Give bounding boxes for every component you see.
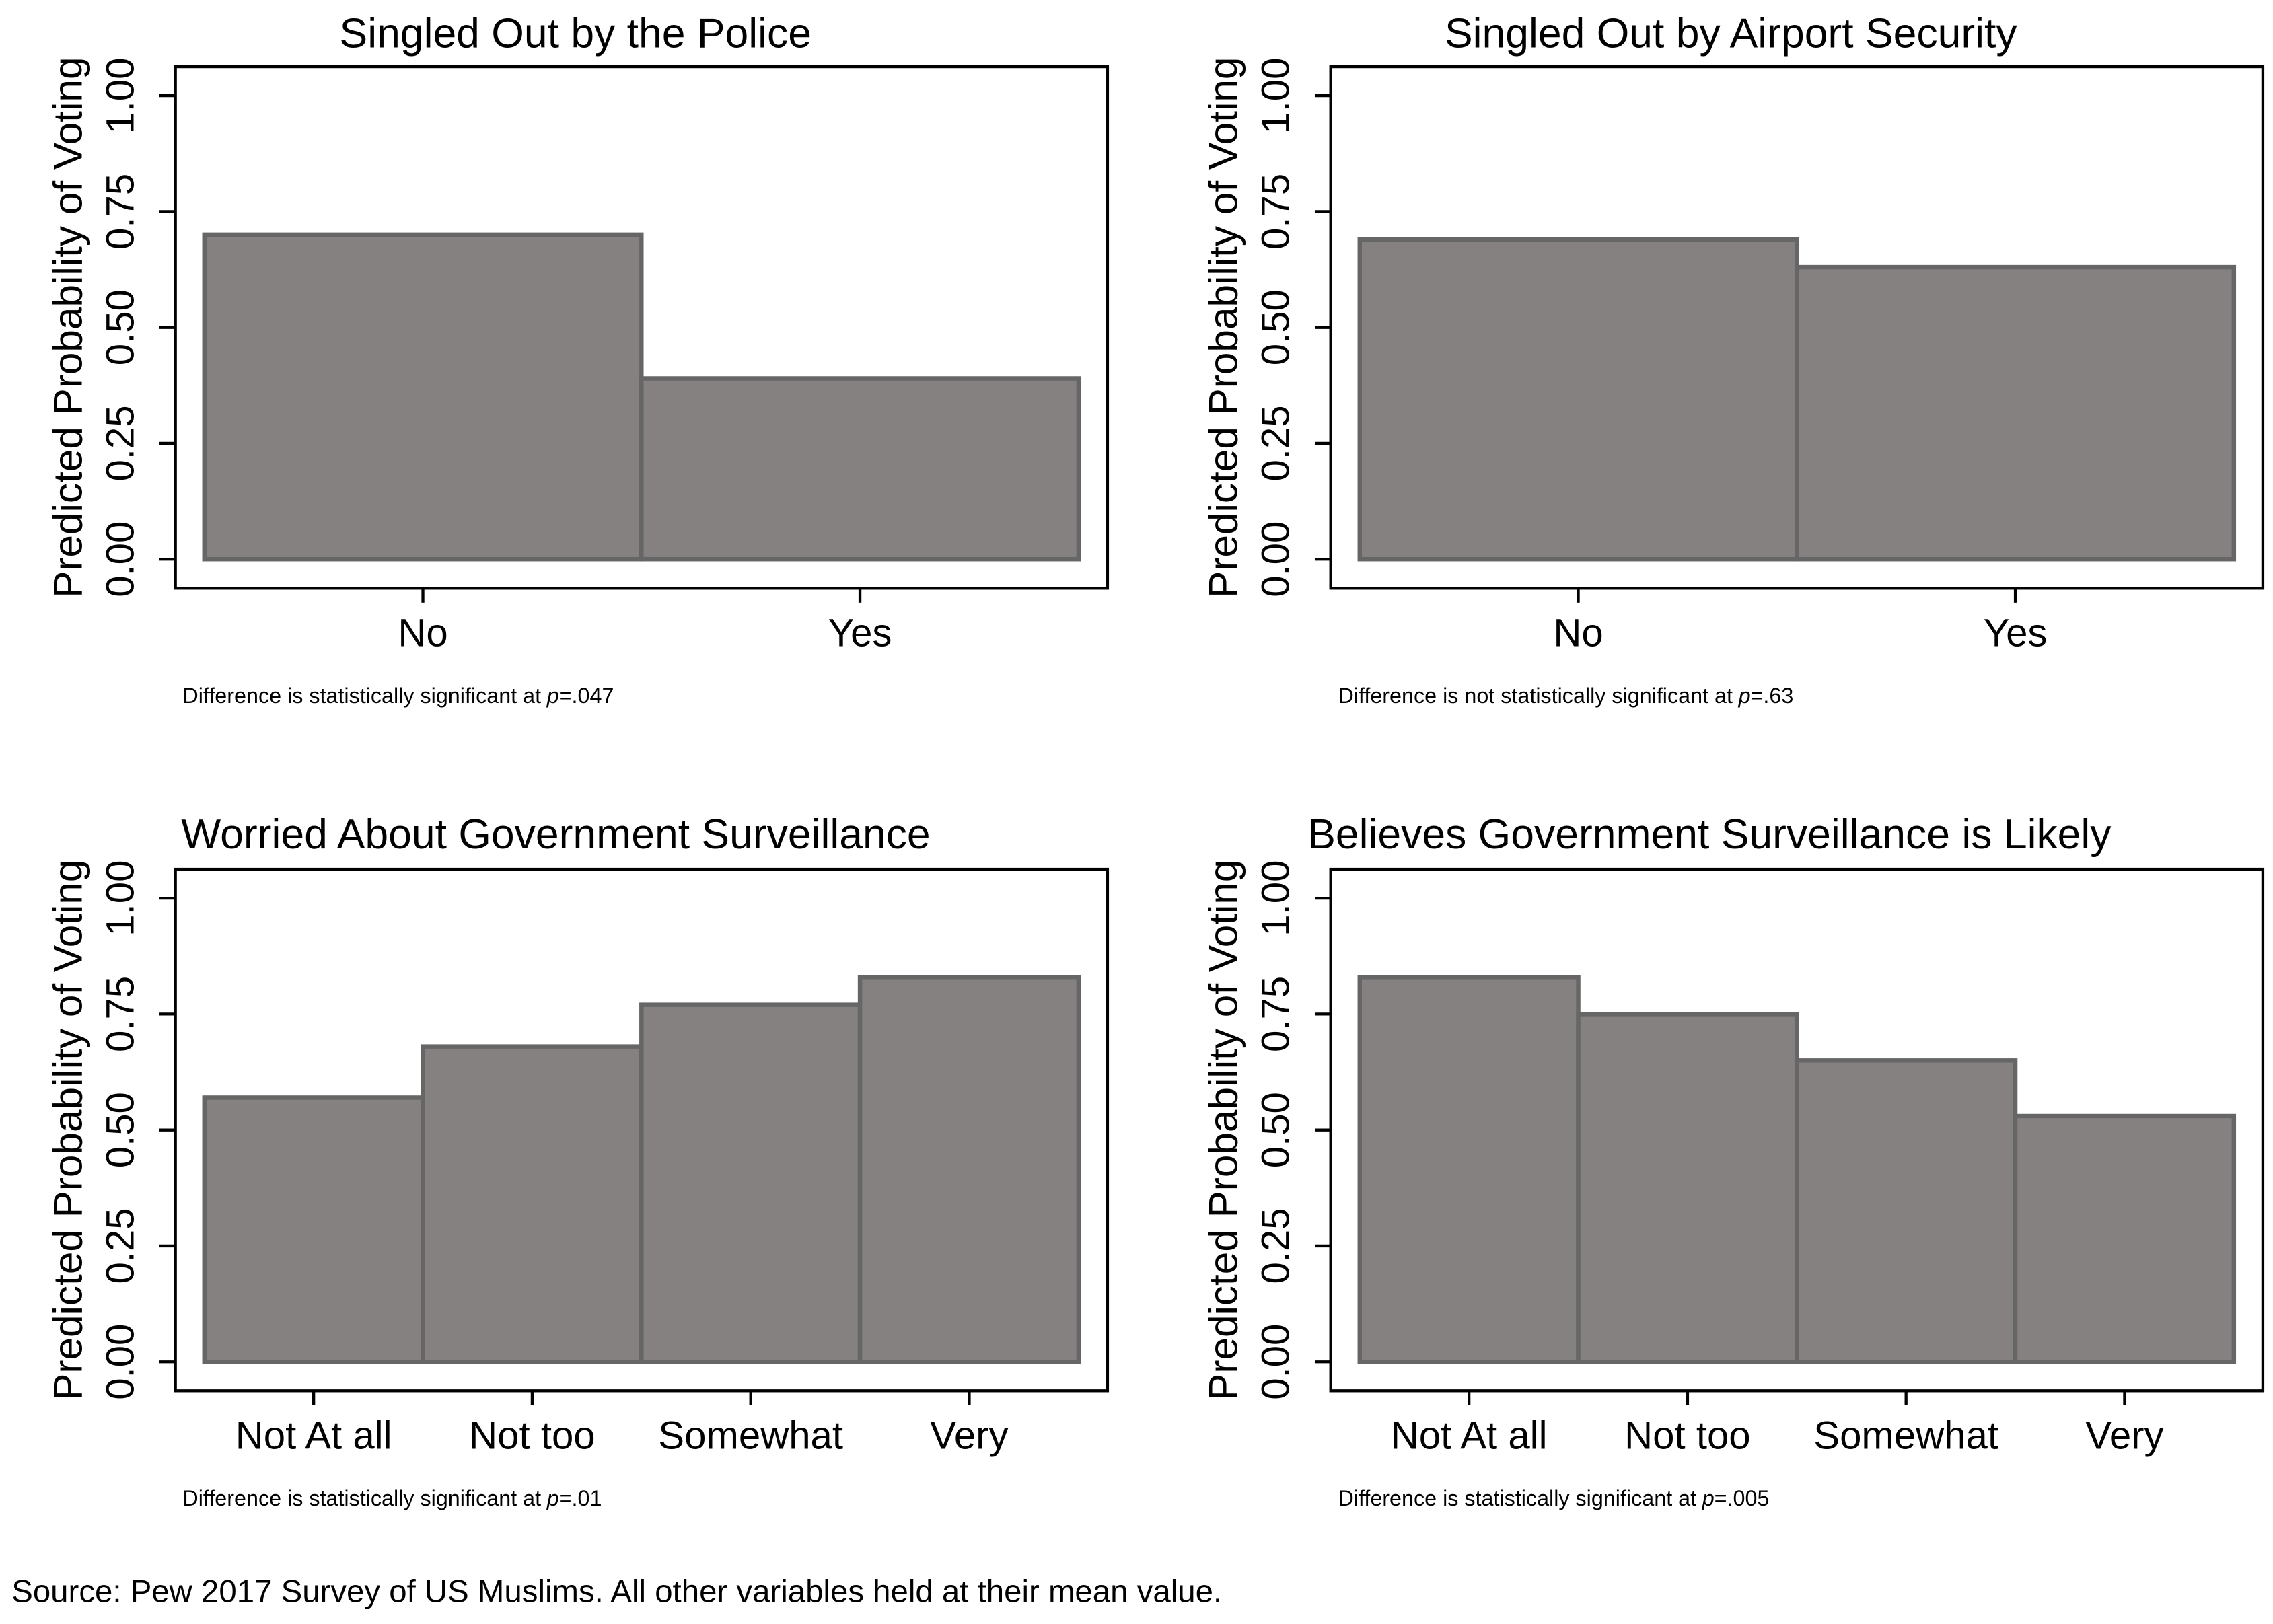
plot-frame [174, 867, 1110, 1393]
footnote: Difference is statistically significant … [182, 683, 614, 707]
y-tick-label: 0.00 [98, 1324, 142, 1400]
footnote-part: Difference is statistically significant … [182, 683, 541, 707]
y-tick-label: 0.50 [98, 1092, 142, 1168]
y-tick-label: 1.00 [98, 860, 142, 936]
footnote-part: Difference is statistically significant … [1338, 1485, 1696, 1510]
y-tick-label: 0.75 [98, 976, 142, 1052]
y-axis-title: Predicted Probability of Voting [44, 57, 90, 598]
x-tick-label: No [1553, 612, 1603, 655]
y-tick-label: 1.00 [98, 58, 142, 134]
x-tick-label: Not At all [236, 1414, 392, 1458]
bar [1357, 237, 1799, 562]
bar [1576, 1012, 1799, 1364]
y-tick-label: 0.00 [1254, 521, 1297, 597]
chart-title: Singled Out by the Police [340, 9, 811, 57]
footnote: Difference is statistically significant … [182, 1485, 602, 1510]
y-tick-label: 0.50 [98, 289, 142, 365]
footnote: Difference is statistically significant … [1338, 1485, 1769, 1510]
y-axis-title: Predicted Probability of Voting [1200, 57, 1246, 598]
bar [1795, 1058, 2018, 1364]
footnote-part: =.63 [1751, 683, 1794, 707]
x-tick-label: Not At all [1391, 1414, 1548, 1458]
bar [421, 1044, 644, 1364]
y-axis-title: Predicted Probability of Voting [44, 860, 90, 1401]
y-tick-label: 0.25 [98, 1208, 142, 1284]
y-tick-label: 0.75 [1254, 976, 1297, 1052]
bar [2013, 1113, 2237, 1364]
y-tick-label: 0.75 [1254, 174, 1297, 250]
footnote-part: p [546, 1485, 559, 1510]
y-tick-label: 0.25 [1254, 405, 1297, 481]
footnote-part: =.01 [559, 1485, 602, 1510]
y-tick-label: 0.50 [1254, 289, 1297, 365]
x-tick-label: Not too [1624, 1414, 1750, 1458]
x-tick-label: Somewhat [1813, 1414, 1998, 1458]
y-tick-label: 0.00 [98, 521, 142, 597]
footnote-part: p [1738, 683, 1751, 707]
footnote-part: Difference is not statistically signific… [1338, 683, 1733, 707]
bar [202, 232, 644, 562]
y-tick-label: 0.75 [98, 174, 142, 250]
chart-title: Worried About Government Surveillance [181, 811, 930, 858]
plot-frame [174, 65, 1110, 590]
footnote-part: Difference is statistically significant … [182, 1485, 541, 1510]
x-tick-label: No [398, 612, 447, 655]
bar [857, 975, 1081, 1364]
footnote: Difference is not statistically signific… [1338, 683, 1793, 707]
footnote-part: p [1702, 1485, 1715, 1510]
bar [639, 1002, 863, 1364]
x-tick-label: Very [930, 1414, 1008, 1458]
bar [1795, 264, 2237, 562]
x-tick-label: Very [2085, 1414, 2163, 1458]
chart-title: Believes Government Surveillance is Like… [1307, 811, 2112, 858]
source-note: Source: Pew 2017 Survey of US Muslims. A… [11, 1574, 1222, 1609]
footnote-part: p [546, 683, 559, 707]
x-tick-label: Yes [1984, 612, 2048, 655]
y-tick-label: 1.00 [1254, 860, 1297, 936]
plot-frame [1329, 65, 2265, 590]
footnote-part: =.047 [559, 683, 614, 707]
y-axis-title: Predicted Probability of Voting [1200, 860, 1246, 1401]
x-tick-label: Yes [828, 612, 892, 655]
y-tick-label: 1.00 [1254, 58, 1297, 134]
plot-frame [1329, 867, 2265, 1393]
y-tick-label: 0.25 [98, 405, 142, 481]
bar [202, 1095, 425, 1364]
chart-title: Singled Out by Airport Security [1445, 9, 2017, 57]
y-tick-label: 0.25 [1254, 1208, 1297, 1284]
x-tick-label: Somewhat [658, 1414, 843, 1458]
y-tick-label: 0.00 [1254, 1324, 1297, 1400]
x-tick-label: Not too [469, 1414, 595, 1458]
footnote-part: =.005 [1715, 1485, 1770, 1510]
bar [639, 376, 1081, 562]
bar [1357, 975, 1581, 1364]
y-tick-label: 0.50 [1254, 1092, 1297, 1168]
